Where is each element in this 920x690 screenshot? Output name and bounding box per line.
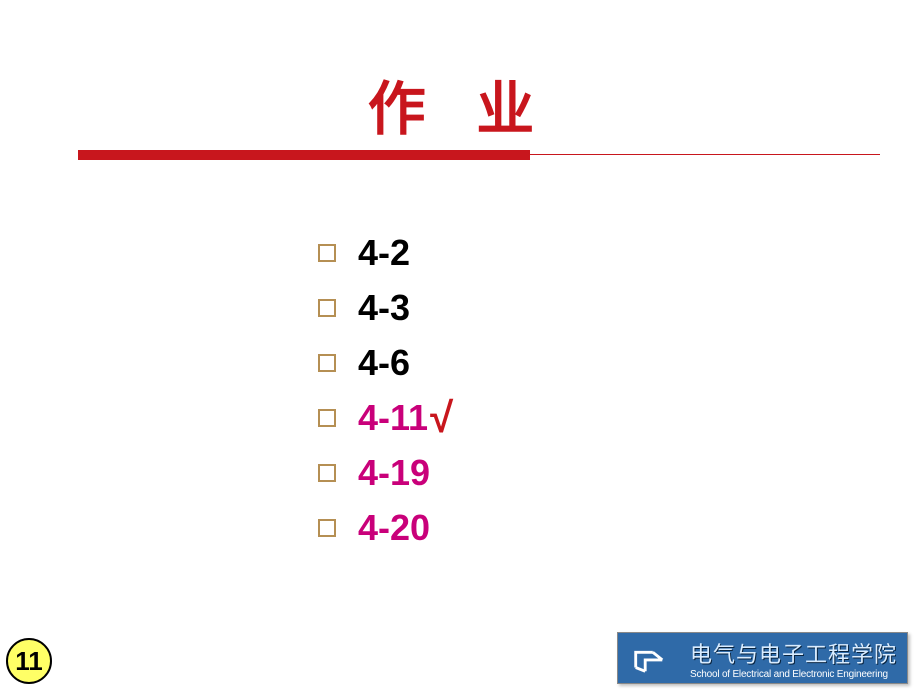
list-item: 4-19 bbox=[318, 445, 453, 500]
list-item: 4-3 bbox=[318, 280, 453, 335]
list-item-label: 4-3 bbox=[358, 280, 410, 335]
list-item: 4-2 bbox=[318, 225, 453, 280]
footer-logo-en: School of Electrical and Electronic Engi… bbox=[690, 669, 897, 680]
footer-logo-mark bbox=[618, 633, 680, 683]
bullet-icon bbox=[318, 519, 336, 537]
title-rule-thin bbox=[530, 154, 880, 155]
title-rule-thick bbox=[78, 150, 530, 160]
logo-mark-icon bbox=[630, 639, 668, 677]
bullet-icon bbox=[318, 409, 336, 427]
list-item-label: 4-6 bbox=[358, 335, 410, 390]
list-item: 4-20 bbox=[318, 500, 453, 555]
bullet-icon bbox=[318, 354, 336, 372]
footer-logo: 电气与电子工程学院 School of Electrical and Elect… bbox=[617, 632, 908, 684]
slide: 作 业 4-24-34-64-11√4-194-20 11 电气与电子工程学院 … bbox=[0, 0, 920, 690]
footer-logo-text: 电气与电子工程学院 School of Electrical and Elect… bbox=[680, 633, 907, 683]
list-item-label: 4-20 bbox=[358, 500, 430, 555]
bullet-icon bbox=[318, 244, 336, 262]
bullet-icon bbox=[318, 299, 336, 317]
page-number-badge: 11 bbox=[6, 638, 52, 684]
footer-logo-cn: 电气与电子工程学院 bbox=[690, 637, 897, 669]
list-item: 4-6 bbox=[318, 335, 453, 390]
bullet-icon bbox=[318, 464, 336, 482]
slide-title: 作 业 bbox=[0, 62, 920, 146]
check-icon: √ bbox=[430, 390, 453, 445]
homework-list: 4-24-34-64-11√4-194-20 bbox=[318, 225, 453, 555]
list-item-label: 4-2 bbox=[358, 225, 410, 280]
page-number: 11 bbox=[15, 646, 43, 677]
list-item-label: 4-19 bbox=[358, 445, 430, 500]
list-item-label: 4-11 bbox=[358, 390, 428, 445]
list-item: 4-11√ bbox=[318, 390, 453, 445]
